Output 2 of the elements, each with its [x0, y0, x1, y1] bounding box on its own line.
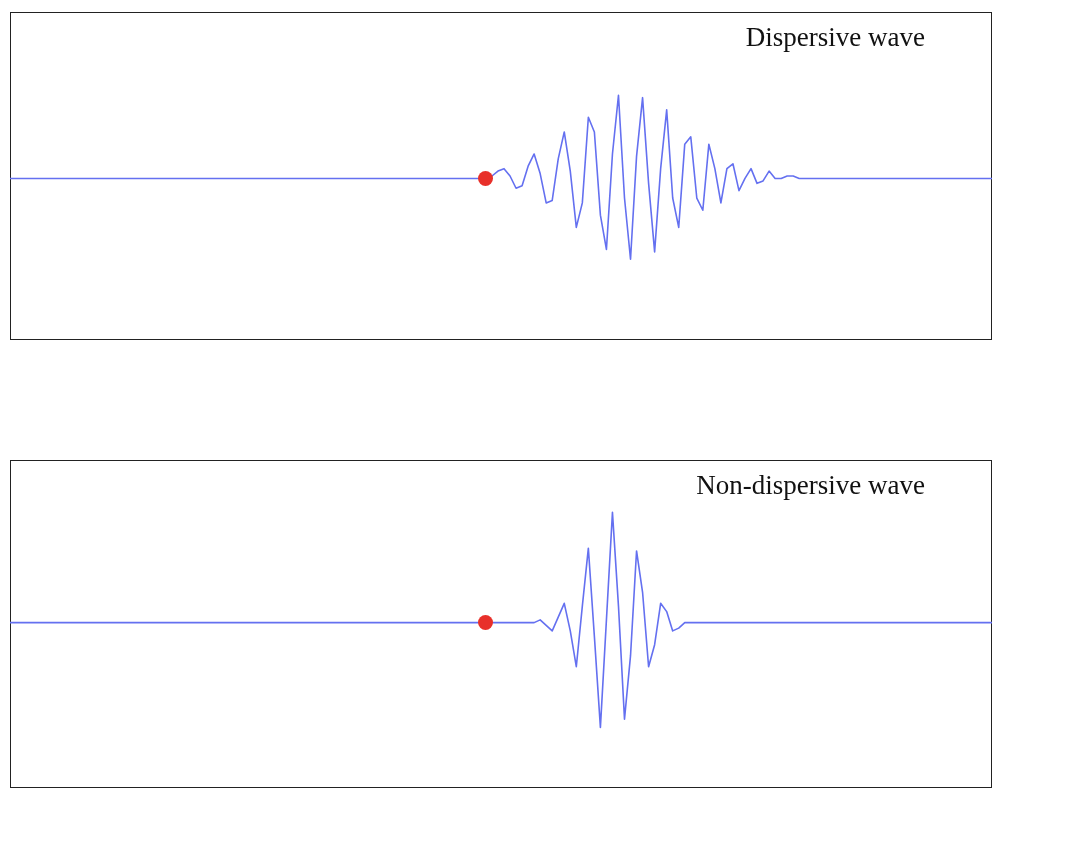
chart-title: Non-dispersive wave: [696, 469, 926, 500]
chart-title: Dispersive wave: [745, 21, 926, 52]
